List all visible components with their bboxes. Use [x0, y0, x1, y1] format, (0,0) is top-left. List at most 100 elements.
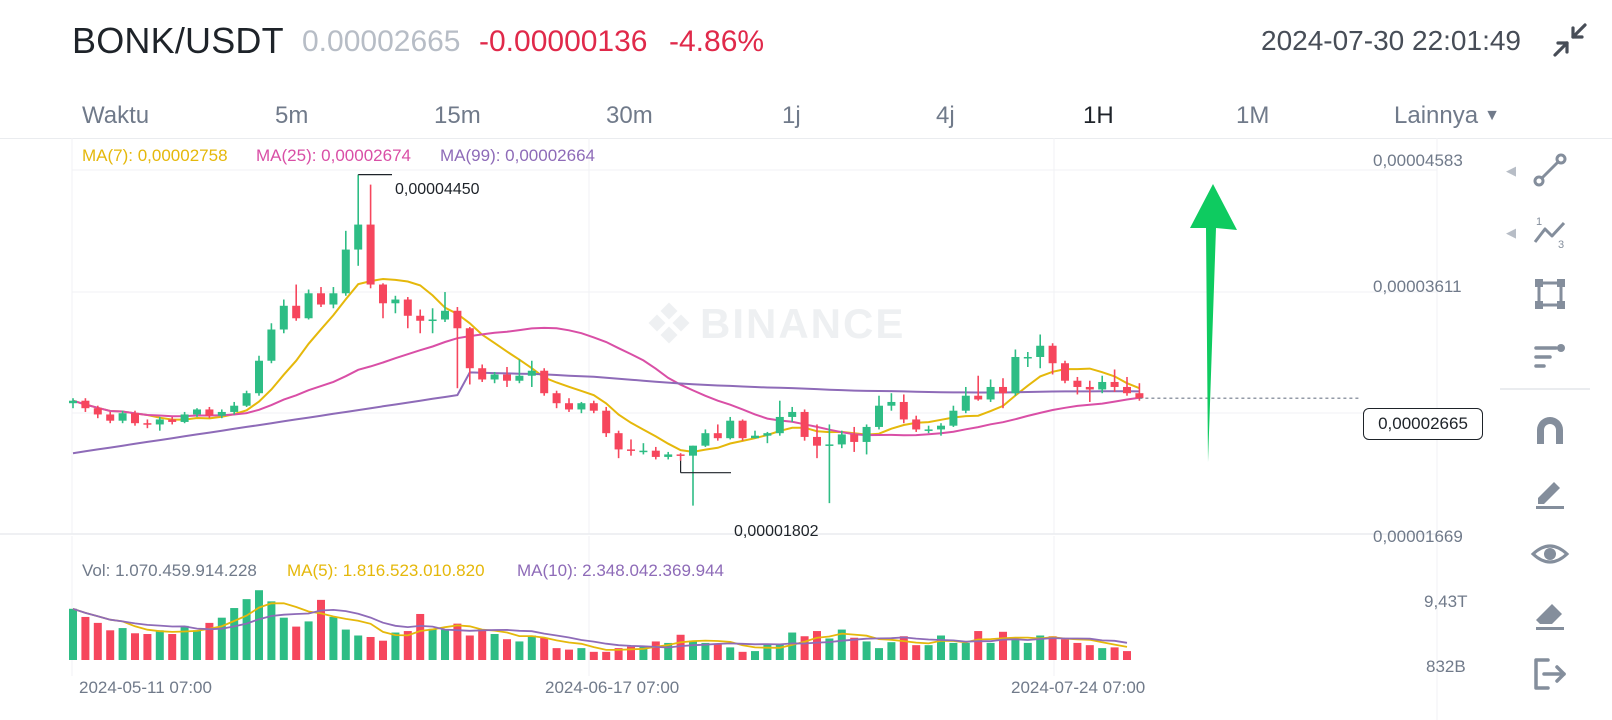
volume-bar — [131, 633, 139, 660]
eraser-icon[interactable] — [1530, 594, 1570, 634]
tab-more-label: Lainnya — [1394, 102, 1479, 129]
volume-bar — [999, 631, 1007, 660]
svg-text:3: 3 — [1558, 239, 1564, 251]
pencil-icon[interactable] — [1530, 472, 1570, 512]
candle-body — [1036, 345, 1045, 357]
collapse-icon[interactable] — [1552, 22, 1588, 58]
volume-bar — [416, 613, 425, 660]
low-price-label: 0,00001802 — [734, 523, 819, 540]
volume-bar — [180, 625, 189, 660]
candle-body — [81, 400, 90, 409]
volume-bar — [193, 630, 201, 660]
tab-5m[interactable]: 5m — [275, 102, 309, 129]
candle-body — [403, 299, 412, 316]
candle-body — [503, 374, 511, 381]
volume-bar — [230, 608, 239, 660]
trendline-icon[interactable] — [1530, 150, 1570, 190]
tab-1h[interactable]: 1H — [1083, 102, 1114, 129]
volume-bar — [887, 642, 896, 660]
candle-body — [180, 414, 189, 422]
candle-body — [602, 410, 611, 434]
candle-body — [465, 328, 474, 369]
candle-body — [862, 426, 871, 442]
candle-body — [751, 435, 759, 439]
volume-bar — [1036, 635, 1045, 660]
candle-body — [1011, 356, 1020, 394]
volume-bar — [763, 644, 772, 660]
tab-30m[interactable]: 30m — [606, 102, 653, 129]
candle-body — [912, 419, 921, 430]
ma7-legend: MA(7): 0,00002758 — [82, 146, 228, 165]
date-axis-label: 2024-06-17 07:00 — [545, 678, 680, 697]
volume-bar — [267, 601, 276, 660]
tab-1m[interactable]: 1M — [1236, 102, 1270, 129]
candle-body — [304, 293, 313, 319]
volume-bar — [577, 648, 586, 660]
volume-bar — [279, 617, 288, 660]
candle-body — [267, 329, 276, 361]
candle-body — [93, 408, 102, 415]
candle-body — [813, 436, 821, 446]
volume-bar — [453, 623, 462, 660]
volume-bar — [465, 635, 474, 660]
magnet-icon[interactable] — [1530, 410, 1570, 450]
candle-body — [924, 429, 933, 431]
candle-body — [515, 375, 524, 381]
volume-bars — [69, 590, 1131, 660]
watermark: BINANCE — [700, 300, 906, 347]
volume-bar — [565, 649, 573, 660]
candle-body — [366, 224, 375, 285]
price-chart[interactable] — [0, 138, 1500, 720]
volume-bar — [93, 622, 102, 660]
high-price-label: 0,00004450 — [395, 181, 480, 198]
candle-body — [639, 450, 648, 453]
candle-body — [1098, 381, 1107, 390]
volume-ma10-line — [72, 607, 1128, 649]
eye-icon[interactable] — [1530, 534, 1570, 574]
caret-left-icon: ◀ — [1506, 225, 1516, 240]
volume-bar — [639, 645, 648, 660]
candle-body — [589, 403, 598, 411]
exit-icon[interactable] — [1530, 654, 1570, 694]
date-axis-label: 2024-05-11 07:00 — [79, 678, 212, 697]
candle-body — [552, 393, 561, 404]
volume-bar — [961, 642, 970, 660]
candle-body — [255, 360, 263, 394]
volume-bar — [701, 642, 710, 660]
candle-body — [217, 411, 226, 416]
text-icon[interactable] — [1530, 336, 1570, 376]
svg-text:1: 1 — [1536, 216, 1542, 228]
price-axis-label: 0,00003611 — [1373, 277, 1462, 296]
candle-body — [242, 393, 251, 406]
tab-1j[interactable]: 1j — [782, 102, 801, 129]
candle-body — [713, 433, 722, 439]
volume-bar — [118, 628, 127, 660]
candle-body — [490, 374, 499, 380]
volume-bar — [255, 590, 263, 660]
volume-bar — [825, 638, 834, 660]
trading-pair[interactable]: BONK/USDT — [72, 20, 284, 61]
volume-bar — [81, 616, 90, 660]
tab-more[interactable]: Lainnya ▼ — [1394, 102, 1500, 130]
volume-axis-label: 9,43T — [1424, 592, 1468, 611]
volume-bar — [974, 631, 983, 660]
candle-body — [441, 310, 449, 320]
candle-body — [949, 410, 958, 426]
candle-body — [1123, 386, 1131, 394]
candle-body — [155, 419, 164, 425]
candle-body — [726, 420, 735, 439]
candle-body — [1073, 380, 1082, 387]
tab-4j[interactable]: 4j — [936, 102, 955, 129]
volume-bar — [1048, 636, 1057, 660]
candle-body — [887, 401, 896, 406]
candle-body — [775, 416, 784, 434]
tab-15m[interactable]: 15m — [434, 102, 481, 129]
volume-bar — [689, 640, 697, 660]
volume-bar — [912, 645, 921, 660]
candle-body — [614, 433, 623, 450]
candle-body — [354, 224, 363, 250]
volume-bar — [527, 635, 536, 660]
volume-bar — [899, 636, 908, 660]
shape-icon[interactable] — [1530, 274, 1570, 314]
